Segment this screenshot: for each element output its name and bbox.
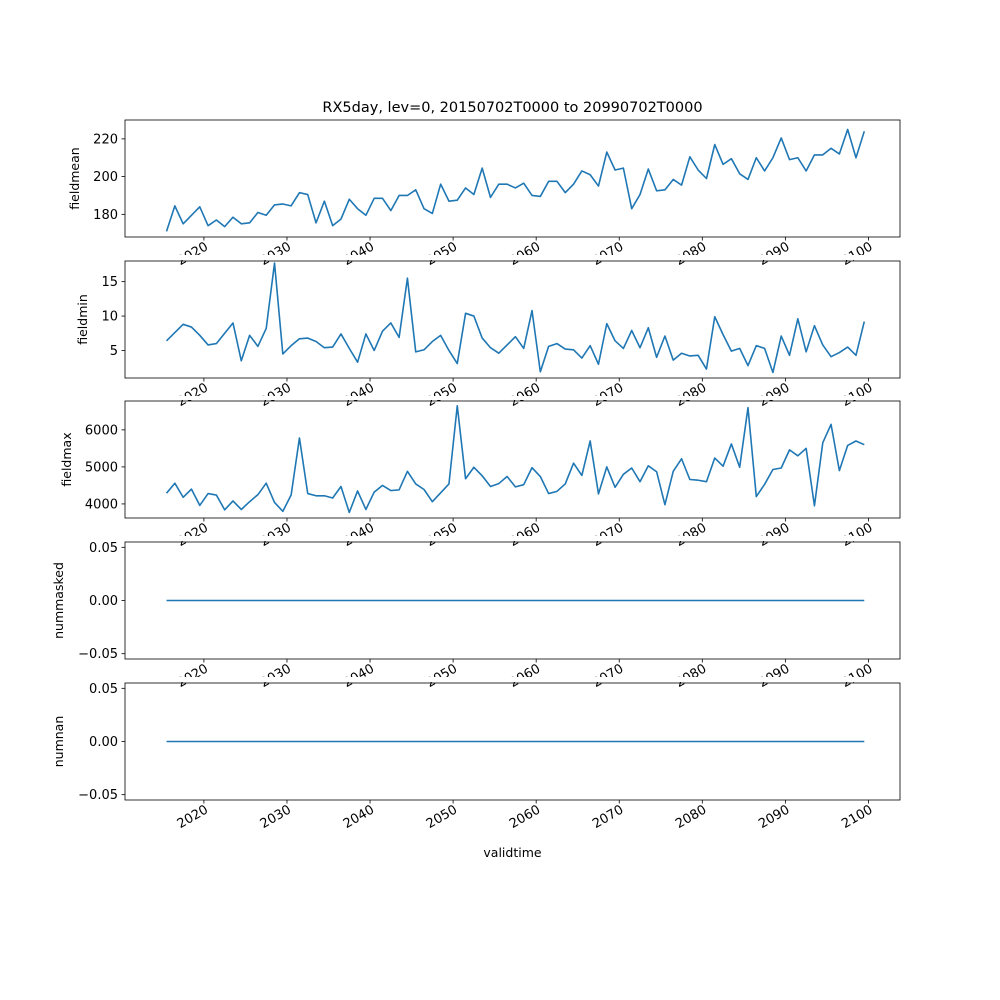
y-axis-label: nummasked [51, 562, 66, 639]
y-tick-label: 10 [101, 310, 118, 325]
y-tick-label: 6000 [85, 423, 118, 438]
y-axis-label: fieldmax [59, 432, 74, 486]
figure-title: RX5day, lev=0, 20150702T0000 to 20990702… [322, 100, 702, 116]
y-tick-label: 15 [101, 275, 118, 290]
series-line-fieldmin [165, 262, 866, 374]
y-tick-label: 0.05 [89, 541, 118, 556]
y-tick-label: 180 [93, 208, 118, 223]
y-tick-label: −0.05 [78, 788, 118, 803]
panel-gap [0, 677, 1000, 682]
x-axis-label: validtime [483, 845, 541, 860]
axes-frame [124, 260, 901, 379]
axes-frame [124, 400, 901, 519]
panel-gap [0, 255, 1000, 260]
y-axis-label: fieldmean [67, 147, 82, 209]
y-axis-label: fieldmin [75, 294, 90, 345]
y-tick-label: 4000 [85, 497, 118, 512]
series-line-fieldmax [165, 405, 865, 514]
y-tick-label: 200 [93, 170, 118, 185]
y-tick-label: 5 [110, 344, 118, 359]
y-tick-label: −0.05 [78, 647, 118, 662]
y-tick-label: 5000 [85, 460, 118, 475]
axes-frame [124, 119, 901, 238]
y-tick-label: 0.05 [89, 682, 118, 697]
panel-gap [0, 396, 1000, 400]
y-axis-label: numnan [51, 716, 66, 768]
y-tick-label: 220 [93, 132, 118, 147]
series-line-fieldmean [165, 128, 866, 232]
panel-gap [0, 536, 1000, 541]
y-tick-label: 0.00 [89, 594, 118, 609]
y-tick-label: 0.00 [89, 735, 118, 750]
